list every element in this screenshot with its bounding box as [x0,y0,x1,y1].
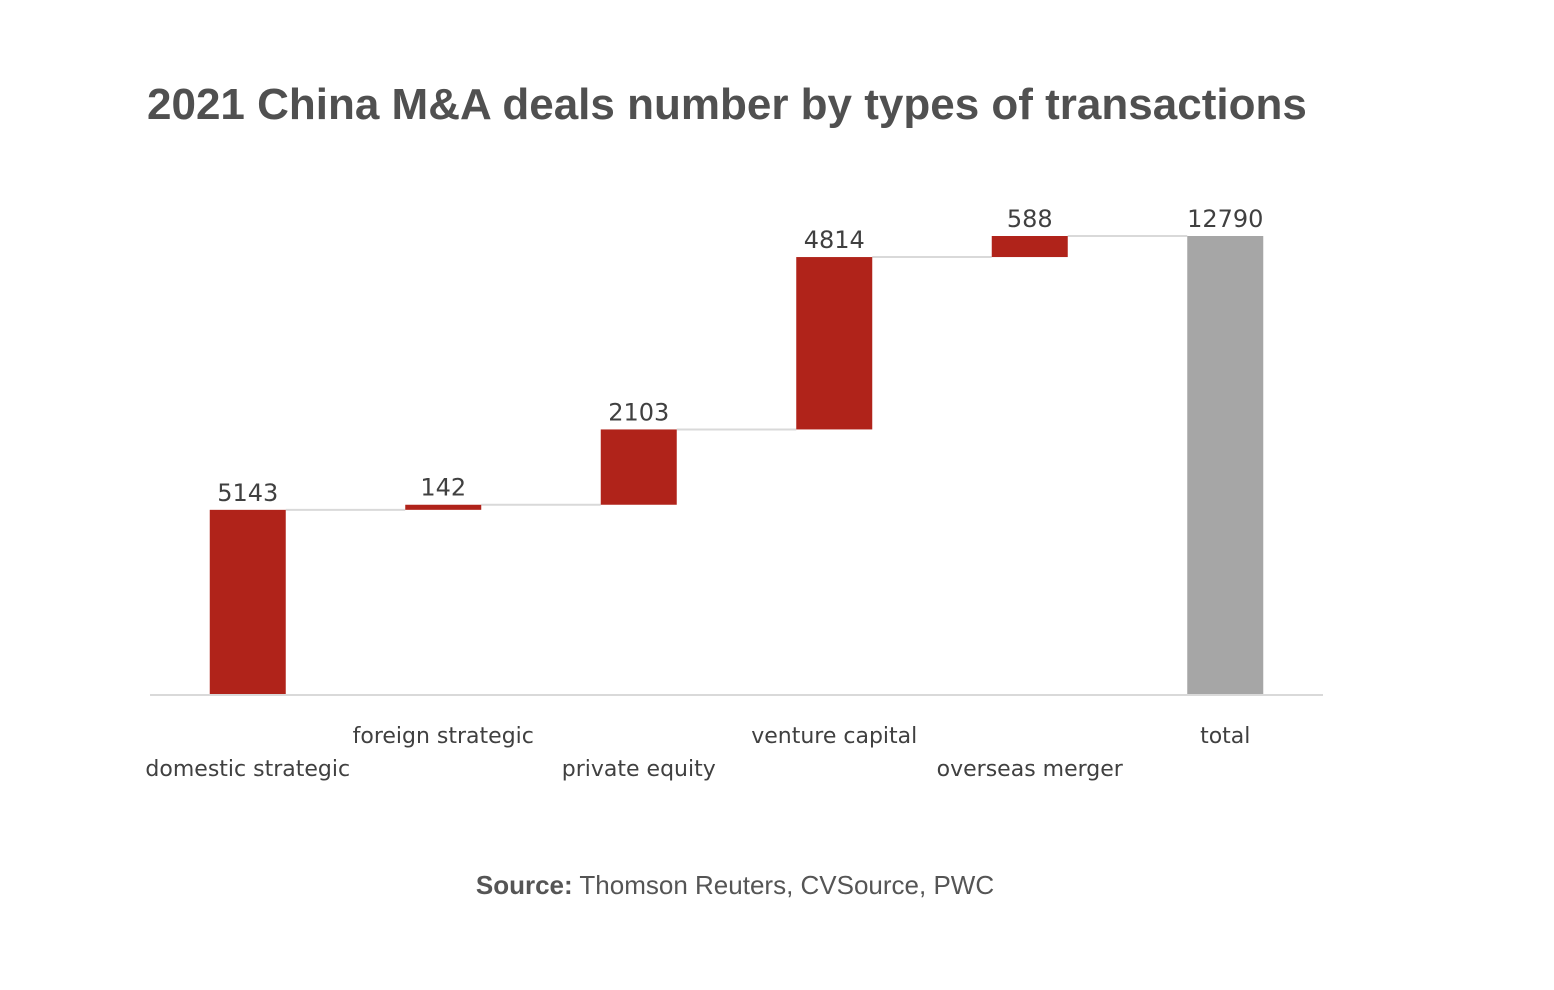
bar-overseas-merger [991,236,1068,258]
data-label-overseas-merger: 588 [1007,205,1053,233]
bar-foreign-strategic [405,504,482,510]
data-label-venture-capital: 4814 [804,226,865,254]
data-label-private-equity: 2103 [608,398,669,426]
connector-lines [285,235,1188,511]
source-text: Thomson Reuters, CVSource, PWC [572,870,995,900]
data-label-foreign-strategic: 142 [420,474,466,502]
chart-title: 2021 China M&A deals number by types of … [147,80,1307,129]
bar-private-equity [600,429,677,505]
bars [209,236,1264,694]
data-labels: 5143 142 2103 4814 588 12790 [217,205,1263,507]
source-label: Source: [475,870,573,900]
source-note: Source: Thomson Reuters, CVSource, PWC [0,870,1470,901]
bar-domestic-strategic [209,509,286,694]
bar-total [1187,236,1264,694]
category-label-overseas-merger: overseas merger [937,757,1124,782]
category-label-venture-capital: venture capital [751,724,917,749]
category-label-total: total [1200,724,1250,749]
data-label-total: 12790 [1187,205,1263,233]
category-label-domestic-strategic: domestic strategic [145,757,350,782]
category-label-foreign-strategic: foreign strategic [353,724,534,749]
data-label-domestic-strategic: 5143 [217,479,278,507]
category-label-private-equity: private equity [562,757,716,782]
bar-venture-capital [796,257,873,430]
